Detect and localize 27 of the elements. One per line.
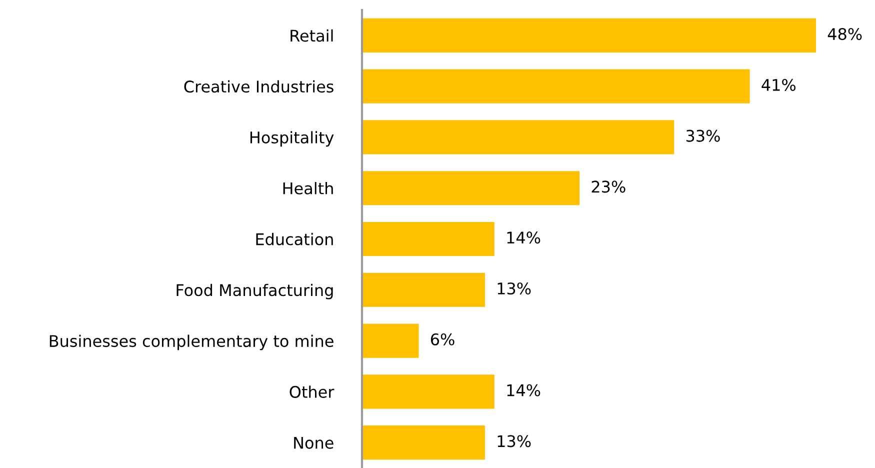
data-label: 13% xyxy=(498,435,531,448)
y-tick-label: Health xyxy=(283,182,333,194)
y-tick-label: Food Manufacturing xyxy=(176,284,333,300)
data-label: 41% xyxy=(762,78,796,91)
data-label: 48% xyxy=(828,28,862,40)
bar xyxy=(362,272,485,307)
bar xyxy=(362,374,494,409)
bar xyxy=(362,426,485,460)
y-tick-label: Hospitality xyxy=(250,131,334,147)
bar xyxy=(362,18,816,52)
bar xyxy=(362,222,494,256)
y-tick-label: Other xyxy=(290,386,334,398)
data-label: 14% xyxy=(507,384,540,396)
data-label: 33% xyxy=(686,130,720,142)
bar xyxy=(362,171,580,206)
bar xyxy=(362,324,419,358)
bar xyxy=(362,69,750,104)
data-label: 23% xyxy=(592,180,626,193)
y-tick-label: Creative Industries xyxy=(184,80,334,93)
data-label: 14% xyxy=(507,232,540,244)
data-label: 13% xyxy=(498,282,531,295)
data-label: 6% xyxy=(430,333,454,346)
y-tick-label: Education xyxy=(256,232,333,246)
y-tick-label: Retail xyxy=(290,29,333,42)
y-tick-label: None xyxy=(294,436,334,449)
bar xyxy=(362,120,674,154)
y-tick-label: Businesses complementary to mine xyxy=(50,334,334,350)
